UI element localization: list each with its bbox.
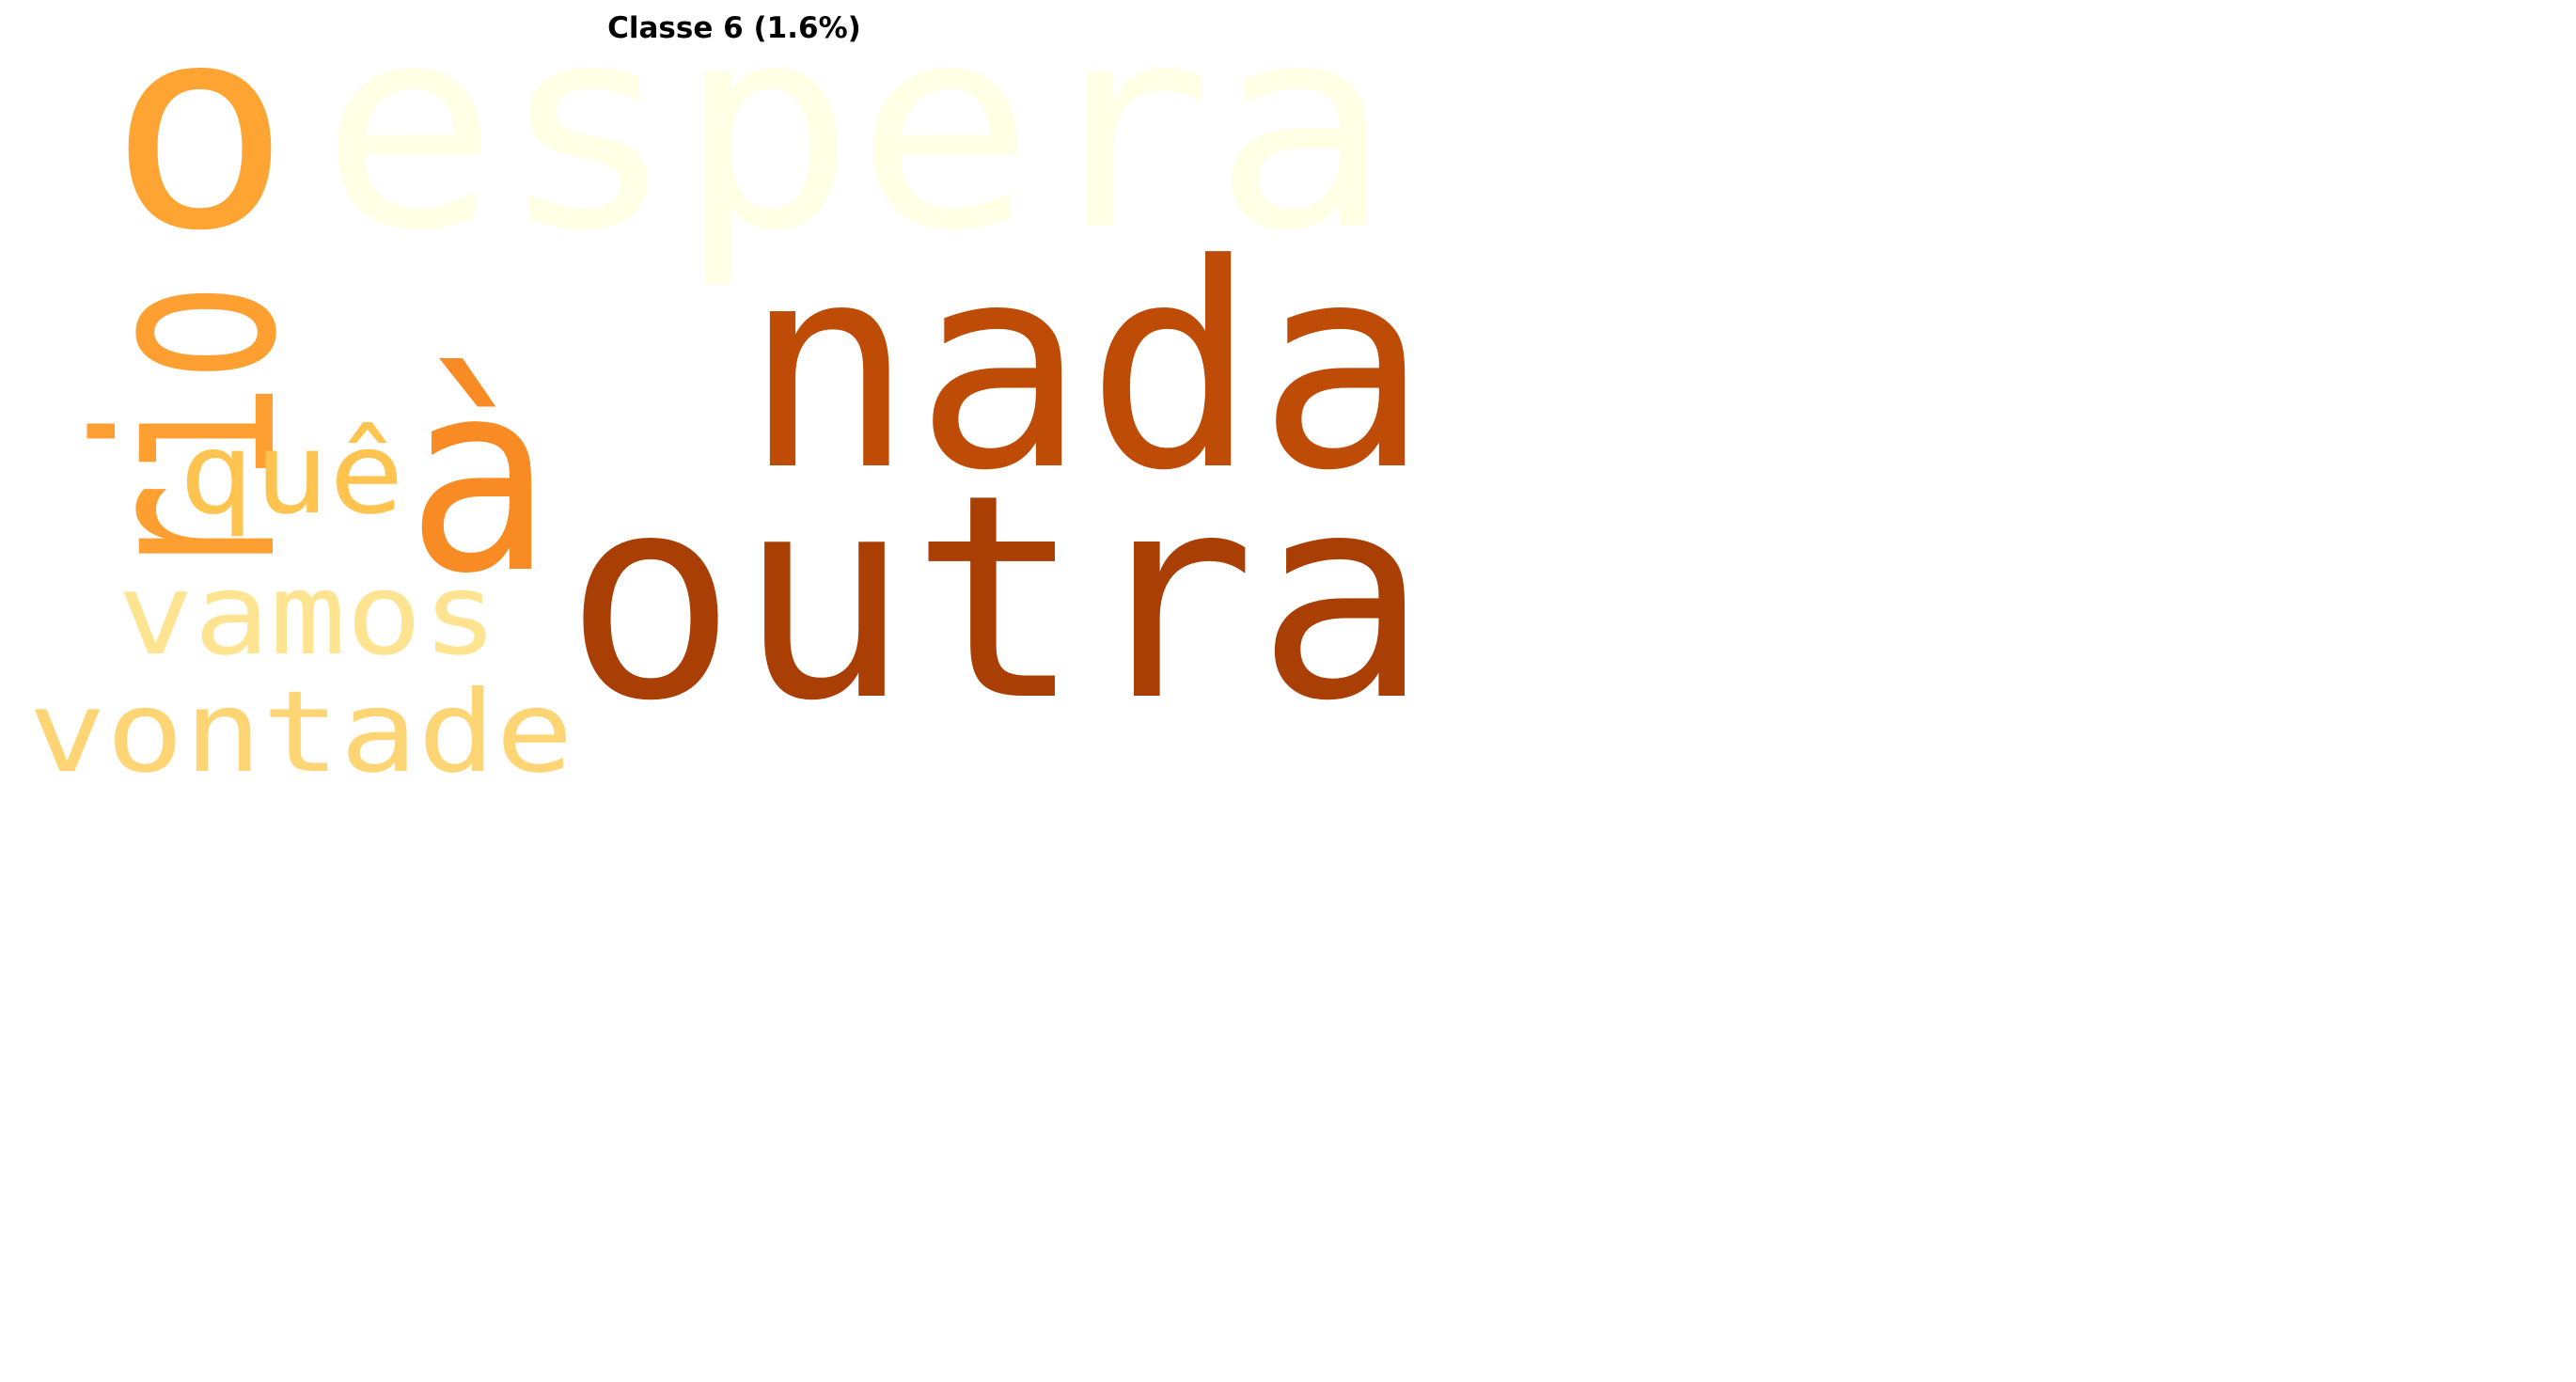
word-rio: rio — [47, 282, 331, 583]
chart-title: Classe 6 (1.6%) — [607, 11, 861, 45]
word-vontade: vontade — [28, 667, 573, 788]
word-outra: outra — [564, 434, 1429, 762]
word-nada: nada — [743, 204, 1429, 532]
word-quê: quê — [179, 409, 404, 540]
word-à: à — [406, 325, 552, 632]
word-espera: espera — [320, 0, 1391, 292]
word-vamos: vamos — [118, 550, 498, 681]
word-o: o — [108, 0, 291, 292]
